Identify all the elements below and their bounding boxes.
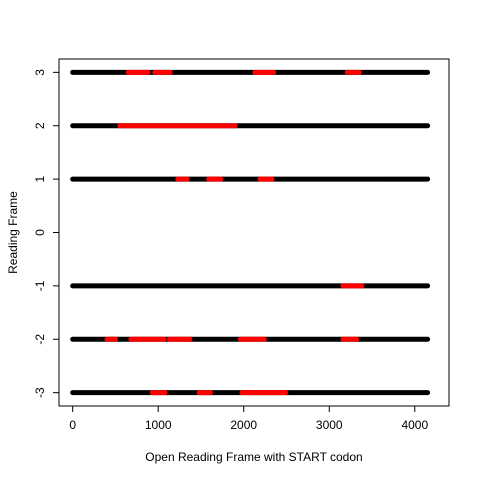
x-axis-title: Open Reading Frame with START codon (145, 450, 362, 464)
y-tick-label-5: -2 (33, 334, 47, 345)
y-tick-label-0: 3 (33, 69, 47, 76)
plot-frame (58, 58, 450, 407)
axes-layer: 0 1000 2000 3000 4000 3 2 1 0 -1 -2 -3 (33, 69, 428, 432)
x-tick-label-4: 4000 (401, 418, 428, 432)
x-tick-label-0: 0 (69, 418, 76, 432)
x-tick-label-3: 3000 (316, 418, 343, 432)
y-tick-label-2: 1 (33, 175, 47, 182)
y-tick-label-1: 2 (33, 122, 47, 129)
y-tick-label-4: -1 (33, 280, 47, 291)
data-layer (70, 69, 431, 396)
y-tick-label-3: 0 (33, 229, 47, 236)
y-tick-label-6: -3 (33, 387, 47, 398)
x-tick-label-1: 1000 (145, 418, 172, 432)
y-axis-title: Reading Frame (6, 191, 20, 274)
x-tick-label-2: 2000 (230, 418, 257, 432)
